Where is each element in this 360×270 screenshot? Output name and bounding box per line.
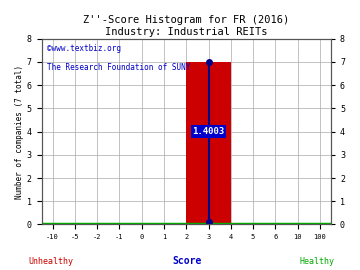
Bar [186,62,231,224]
Text: 1.4003: 1.4003 [192,127,225,136]
Text: Unhealthy: Unhealthy [28,257,73,266]
Text: Score: Score [172,256,202,266]
Text: Healthy: Healthy [299,257,334,266]
Y-axis label: Number of companies (7 total): Number of companies (7 total) [15,65,24,199]
Text: The Research Foundation of SUNY: The Research Foundation of SUNY [47,63,191,72]
Text: ©www.textbiz.org: ©www.textbiz.org [47,44,121,53]
Title: Z''-Score Histogram for FR (2016)
Industry: Industrial REITs: Z''-Score Histogram for FR (2016) Indust… [83,15,289,37]
